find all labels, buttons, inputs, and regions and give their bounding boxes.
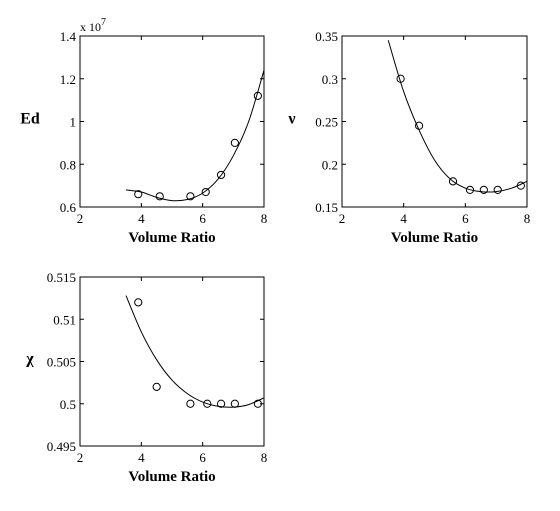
chart-nu: 2 4 6 8 0.15 0.2 0.25 0.3 0.35 Volume Ratio ν bbox=[287, 29, 530, 246]
data-point bbox=[216, 170, 226, 180]
x-tick-label: 2 bbox=[77, 450, 84, 465]
x-tick-label: 4 bbox=[400, 211, 407, 226]
y-tick-label: 0.2 bbox=[322, 157, 338, 172]
chart-ed: 2 4 6 8 0.6 0.8 1 1.2 1.4 Volume Ratio Ed x 107 bbox=[20, 17, 267, 246]
x-tick-label: 6 bbox=[462, 211, 469, 226]
y-tick-label: 0.495 bbox=[47, 439, 76, 454]
x-tick-label: 8 bbox=[261, 211, 268, 226]
axis-exponent: x 107 bbox=[80, 17, 106, 34]
y-axis-label: Ed bbox=[20, 111, 40, 128]
y-tick-label: 1 bbox=[70, 115, 77, 130]
fit-curve bbox=[125, 70, 265, 202]
x-tick-label: 4 bbox=[138, 450, 145, 465]
axis-exponent-base: x 10 bbox=[80, 20, 101, 34]
data-point bbox=[186, 192, 195, 201]
x-tick-label: 8 bbox=[261, 450, 268, 465]
data-point bbox=[230, 399, 239, 408]
axis-exponent-power: 7 bbox=[101, 17, 106, 28]
y-tick-label: 0.6 bbox=[60, 200, 77, 215]
y-tick-label: 0.3 bbox=[322, 72, 338, 87]
data-point bbox=[493, 185, 502, 194]
x-tick-label: 4 bbox=[138, 211, 145, 226]
data-point bbox=[516, 181, 525, 190]
y-tick-label: 0.505 bbox=[47, 355, 76, 370]
y-tick-label: 0.15 bbox=[315, 200, 338, 215]
data-point bbox=[414, 121, 424, 130]
y-tick-label: 1.2 bbox=[60, 72, 76, 87]
x-tick-label: 6 bbox=[199, 450, 206, 465]
y-tick-label: 0.35 bbox=[315, 29, 338, 44]
x-axis-label: Volume Ratio bbox=[128, 230, 215, 246]
plot-frame bbox=[79, 35, 265, 208]
x-tick-label: 2 bbox=[77, 211, 84, 226]
fit-curve bbox=[387, 40, 528, 193]
y-tick-label: 0.25 bbox=[315, 115, 338, 130]
data-point bbox=[155, 192, 164, 201]
x-axis-label: Volume Ratio bbox=[391, 230, 478, 246]
fit-curve bbox=[125, 295, 265, 408]
y-tick-label: 1.4 bbox=[60, 29, 77, 44]
x-axis-label: Volume Ratio bbox=[128, 469, 215, 485]
x-tick-label: 8 bbox=[524, 211, 531, 226]
data-point bbox=[465, 185, 475, 194]
data-point bbox=[201, 187, 210, 197]
data-point bbox=[230, 138, 239, 147]
plot-frame bbox=[341, 35, 528, 208]
y-axis-label: χ bbox=[25, 351, 34, 368]
data-point bbox=[479, 185, 488, 194]
x-tick-label: 2 bbox=[339, 211, 346, 226]
data-point bbox=[152, 382, 161, 391]
data-point bbox=[448, 177, 458, 186]
y-axis-label: ν bbox=[287, 111, 295, 128]
data-point bbox=[134, 298, 143, 307]
data-point bbox=[253, 399, 262, 408]
y-tick-label: 0.8 bbox=[60, 157, 76, 172]
data-point bbox=[186, 399, 195, 408]
data-point bbox=[216, 399, 226, 408]
y-tick-label: 0.515 bbox=[47, 270, 76, 285]
y-tick-label: 0.51 bbox=[53, 312, 76, 327]
data-point bbox=[134, 190, 143, 199]
x-tick-label: 6 bbox=[199, 211, 206, 226]
chart-chi: 2 4 6 8 0.495 0.5 0.505 0.51 0.515 Volume Ratio χ bbox=[25, 270, 267, 485]
plot-frame bbox=[79, 276, 265, 447]
data-point bbox=[396, 74, 405, 83]
data-point bbox=[203, 399, 212, 408]
y-tick-label: 0.5 bbox=[60, 397, 76, 412]
data-point bbox=[253, 91, 262, 100]
